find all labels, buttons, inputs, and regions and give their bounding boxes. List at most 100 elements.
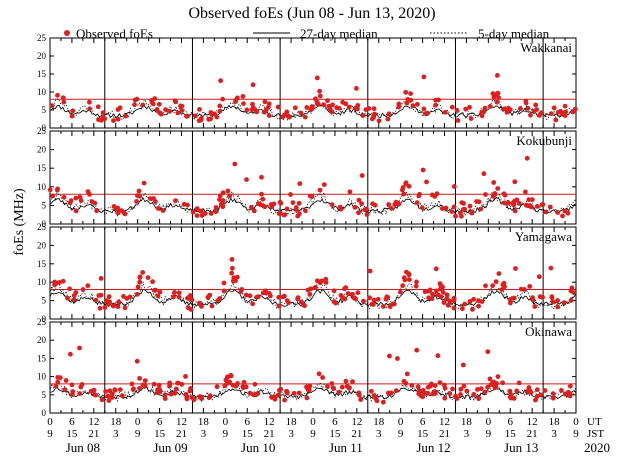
- observed-point: [135, 284, 141, 290]
- observed-point: [296, 200, 302, 206]
- observed-point: [197, 107, 202, 112]
- observed-point: [298, 110, 304, 116]
- observed-point: [420, 167, 426, 173]
- observed-point: [119, 393, 125, 399]
- y-tick-label: 10: [37, 87, 47, 97]
- observed-point: [533, 102, 539, 108]
- observed-point: [217, 197, 222, 203]
- observed-point: [221, 280, 227, 286]
- station-label: Okinawa: [525, 324, 572, 339]
- observed-point: [238, 289, 244, 294]
- x-tick-jst: 21: [527, 428, 538, 440]
- x-tick-ut: 0: [398, 416, 404, 428]
- observed-point: [304, 105, 310, 110]
- observed-point: [220, 96, 226, 102]
- observed-point: [356, 197, 362, 203]
- observed-point: [518, 286, 524, 292]
- observed-point: [447, 391, 453, 396]
- observed-point: [106, 398, 112, 403]
- x-tick-ut: 18: [110, 416, 122, 428]
- observed-point: [403, 380, 409, 386]
- observed-point: [487, 376, 493, 382]
- observed-point: [111, 303, 116, 309]
- observed-point: [103, 389, 108, 394]
- x-tick-jst: 9: [486, 428, 492, 440]
- observed-point: [467, 104, 472, 110]
- observed-point: [429, 192, 435, 198]
- observed-point: [527, 284, 533, 289]
- observed-point: [208, 110, 214, 115]
- observed-point: [140, 102, 146, 108]
- x-tick-ut: 0: [573, 416, 579, 428]
- observed-point: [275, 392, 281, 398]
- observed-point: [540, 294, 545, 300]
- observed-point: [548, 265, 554, 271]
- observed-point: [352, 204, 358, 210]
- observed-point: [346, 104, 352, 110]
- x-tick-jst: 15: [417, 428, 429, 440]
- observed-point: [376, 118, 382, 124]
- observed-point: [492, 192, 498, 198]
- observed-point: [155, 293, 161, 299]
- legend: Observed foEs 27-day median 5-day median: [64, 26, 550, 41]
- observed-point: [156, 101, 162, 107]
- observed-point: [568, 383, 573, 389]
- observed-point: [483, 192, 488, 197]
- observed-point: [212, 111, 218, 117]
- observed-point: [224, 381, 230, 386]
- observed-point: [467, 299, 473, 304]
- x-tick-ut: 12: [439, 416, 450, 428]
- observed-point: [160, 208, 166, 214]
- observed-point: [131, 386, 136, 392]
- observed-point: [526, 385, 532, 390]
- y-tick-label: 25: [37, 317, 47, 327]
- observed-point: [355, 290, 361, 296]
- observed-point: [225, 188, 231, 194]
- x-tick-jst: 15: [505, 428, 517, 440]
- observed-point: [366, 106, 372, 111]
- day-label: Jun 13: [504, 440, 538, 455]
- observed-point: [443, 205, 449, 211]
- observed-point: [387, 353, 392, 359]
- observed-point: [271, 394, 277, 400]
- observed-point: [476, 199, 482, 205]
- observed-point: [403, 181, 409, 187]
- observed-point: [386, 111, 392, 117]
- x-tick-ut: 6: [420, 416, 426, 428]
- observed-point: [225, 374, 230, 380]
- observed-point: [140, 270, 146, 275]
- y-axis-label: foEs (MHz): [12, 188, 27, 256]
- observed-point: [262, 99, 268, 105]
- observed-point: [512, 208, 518, 214]
- observed-point: [249, 204, 254, 210]
- observed-point: [395, 356, 400, 361]
- observed-point: [402, 277, 408, 283]
- observed-point: [364, 212, 370, 217]
- y-tick-label: 10: [37, 277, 47, 287]
- year-label: 2020: [584, 440, 610, 455]
- observed-point: [291, 390, 297, 396]
- x-tick-ut: 0: [135, 416, 141, 428]
- observed-point: [102, 305, 108, 310]
- observed-point: [288, 192, 293, 197]
- observed-point: [481, 109, 487, 115]
- observed-point: [517, 106, 523, 112]
- observed-point: [559, 388, 564, 393]
- observed-point: [329, 202, 335, 208]
- x-tick-jst: 3: [201, 428, 207, 440]
- observed-point: [317, 93, 323, 99]
- legend-27day-label: 27-day median: [300, 26, 378, 41]
- observed-point: [421, 74, 427, 80]
- observed-point: [181, 201, 187, 207]
- observed-point: [433, 266, 439, 272]
- observed-point: [571, 290, 577, 295]
- x-tick-ut: 18: [373, 416, 385, 428]
- observed-point: [60, 278, 66, 284]
- legend-observed-marker: [64, 30, 70, 36]
- observed-point: [266, 104, 271, 110]
- x-tick-ut: 6: [245, 416, 251, 428]
- observed-point: [155, 387, 160, 393]
- observed-point: [455, 118, 461, 123]
- observed-point: [426, 295, 432, 301]
- observed-point: [460, 306, 465, 312]
